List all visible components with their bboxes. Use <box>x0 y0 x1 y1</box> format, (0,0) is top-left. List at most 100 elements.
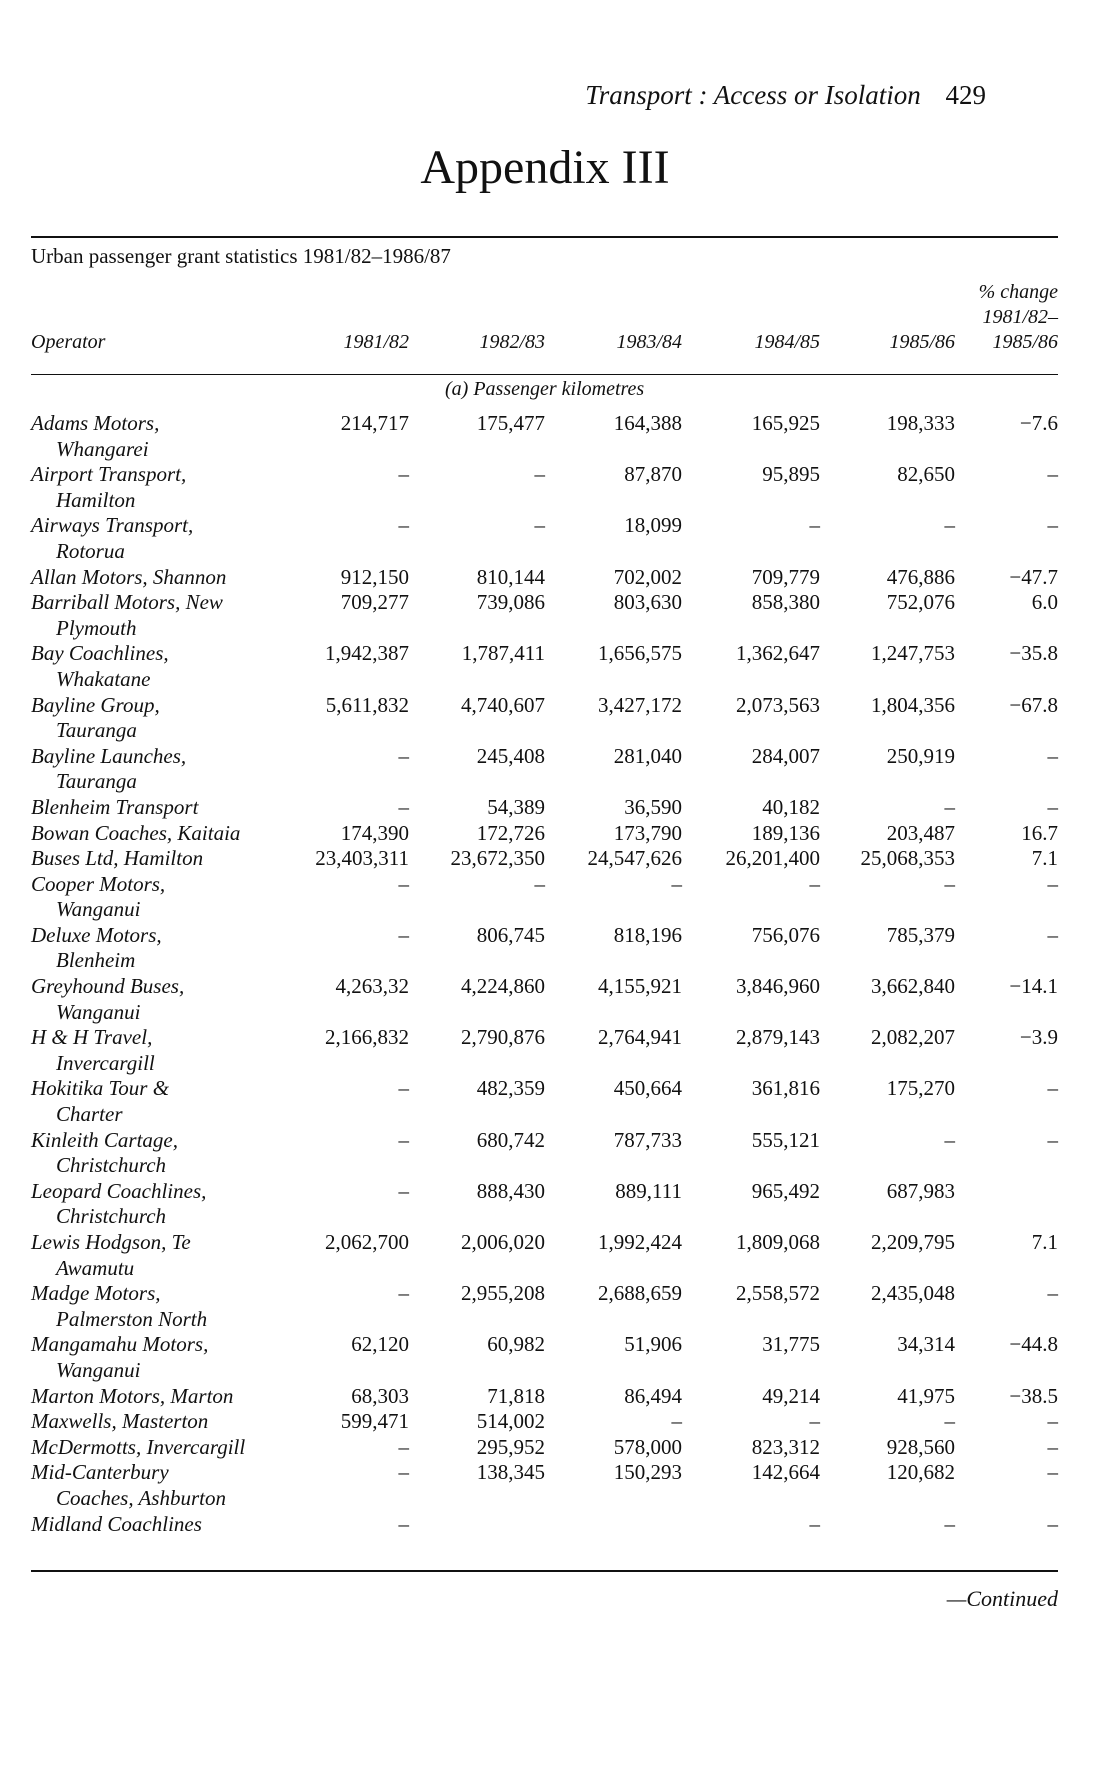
table-row: Bowan Coaches, Kaitaia 174,390 172,726 173,… <box>31 821 1058 847</box>
bottom-rule <box>31 1570 1058 1572</box>
value-cell: – <box>944 871 956 896</box>
percent-change-cell: −35.8 <box>1009 641 1058 666</box>
value-cell: 54,389 <box>487 794 545 819</box>
operator-name: Lewis Hodgson, Te Awamutu <box>31 1230 271 1281</box>
change-header-line-2: 1981/82– <box>982 306 1058 328</box>
value-cell: – <box>398 1460 410 1485</box>
operator-name-line: Allan Motors, Shannon <box>31 564 227 589</box>
value-cell: 142,664 <box>751 1460 820 1485</box>
value-cell: – <box>944 1409 956 1434</box>
value-cell: 295,952 <box>476 1434 545 1459</box>
percent-change-cell: −44.8 <box>1009 1332 1058 1357</box>
percent-change-cell: – <box>1047 871 1059 896</box>
operator-name-continuation: Whakatane <box>56 666 151 691</box>
operator-name-line: Bay Coachlines, <box>31 641 169 666</box>
value-cell: 24,547,626 <box>587 846 683 871</box>
value-cell: 578,000 <box>613 1434 682 1459</box>
table-row: Blenheim Transport – 54,389 36,590 40,182 – – <box>31 795 1058 821</box>
table-row: Mid-Canterbury Coaches, Ashburton – 138,345… <box>31 1460 1058 1511</box>
value-cell: – <box>534 513 546 538</box>
operator-name: Buses Ltd, Hamilton <box>31 846 271 872</box>
operator-name: Kinleith Cartage, Christchurch <box>31 1128 271 1179</box>
value-cell: – <box>809 513 821 538</box>
operator-name-line: Leopard Coachlines, <box>31 1178 207 1203</box>
percent-change-cell: – <box>1047 1460 1059 1485</box>
value-cell: 60,982 <box>487 1332 545 1357</box>
operator-name-line: Cooper Motors, <box>31 871 166 896</box>
operator-name-line: Blenheim Transport <box>31 794 199 819</box>
table-row: Hokitika Tour & Charter – 482,359 450,664 361… <box>31 1076 1058 1127</box>
operator-name-line: Bayline Group, <box>31 692 160 717</box>
percent-change-cell: – <box>1047 1076 1059 1101</box>
value-cell: 62,120 <box>351 1332 409 1357</box>
value-cell: 2,082,207 <box>871 1025 955 1050</box>
value-cell: 4,155,921 <box>598 974 682 999</box>
operator-name: Barriball Motors, New Plymouth <box>31 590 271 641</box>
table-row: Lewis Hodgson, Te Awamutu 2,062,700 2,006,0… <box>31 1230 1058 1281</box>
percent-change-cell: −38.5 <box>1009 1383 1058 1408</box>
value-cell: 2,790,876 <box>461 1025 545 1050</box>
operator-name-continuation: Wanganui <box>56 897 141 922</box>
value-cell: 806,745 <box>476 922 545 947</box>
operator-name: Bayline Group, Tauranga <box>31 693 271 744</box>
value-cell: 2,879,143 <box>736 1025 820 1050</box>
value-cell: 25,068,353 <box>860 846 956 871</box>
value-cell: 26,201,400 <box>725 846 821 871</box>
value-cell: 68,303 <box>351 1383 409 1408</box>
operator-name-continuation: Christchurch <box>56 1153 167 1178</box>
value-cell: 250,919 <box>886 743 955 768</box>
page-number: 429 <box>945 80 987 110</box>
operator-name-continuation: Charter <box>56 1102 123 1127</box>
value-cell: 82,650 <box>897 462 955 487</box>
percent-change-cell: 7.1 <box>1031 846 1058 871</box>
value-cell: – <box>398 1281 410 1306</box>
value-cell: – <box>534 462 546 487</box>
header-rule <box>31 374 1058 375</box>
value-cell: 555,121 <box>751 1127 820 1152</box>
value-cell: 2,209,795 <box>871 1230 955 1254</box>
operator-name-continuation: Tauranga <box>56 769 137 794</box>
percent-change-cell: 7.1 <box>1031 1230 1058 1254</box>
value-cell: 3,427,172 <box>598 692 682 717</box>
value-cell: 138,345 <box>476 1460 545 1485</box>
operator-name: Allan Motors, Shannon <box>31 565 271 591</box>
table-row: Bay Coachlines, Whakatane 1,942,387 1,787,4… <box>31 641 1058 692</box>
table-row: Leopard Coachlines, Christchurch – 888,430 8… <box>31 1179 1058 1230</box>
percent-change-cell: – <box>1047 513 1059 538</box>
percent-change-cell: −67.8 <box>1009 692 1058 717</box>
value-cell: 702,002 <box>613 564 682 589</box>
value-cell: 23,672,350 <box>450 846 546 871</box>
table-row: Midland Coachlines – – – – <box>31 1512 1058 1538</box>
value-cell: 888,430 <box>476 1178 545 1203</box>
value-cell: 51,906 <box>624 1332 682 1357</box>
percent-change-cell: −3.9 <box>1019 1025 1058 1050</box>
value-cell: 175,477 <box>476 411 545 435</box>
value-cell: 36,590 <box>624 794 682 819</box>
percent-change-cell: – <box>1047 1281 1059 1306</box>
percent-change-cell: – <box>1047 1434 1059 1459</box>
operator-name-continuation: Awamutu <box>56 1255 135 1280</box>
value-cell: 34,314 <box>897 1332 955 1357</box>
percent-change-cell: 6.0 <box>1031 590 1058 615</box>
value-cell: 1,656,575 <box>598 641 682 666</box>
operator-name: Adams Motors, Whangarei <box>31 411 271 462</box>
value-cell: 1,247,753 <box>871 641 955 666</box>
value-cell: 2,006,020 <box>461 1230 545 1254</box>
value-cell: – <box>534 871 546 896</box>
table-row: Bayline Group, Tauranga 5,611,832 4,740,607… <box>31 693 1058 744</box>
table-row: Barriball Motors, New Plymouth 709,277 739,… <box>31 590 1058 641</box>
percent-change-cell: – <box>1047 1409 1059 1434</box>
page-title: Appendix III <box>420 141 670 194</box>
column-header-operator: Operator <box>31 331 106 353</box>
operator-name-continuation: Coaches, Ashburton <box>56 1485 226 1510</box>
value-cell: 203,487 <box>886 820 955 845</box>
value-cell: 18,099 <box>624 513 682 538</box>
running-head: Transport : Access or Isolation 429 <box>585 80 986 111</box>
table-row: Adams Motors, Whangarei 214,717 175,477 164,… <box>31 411 1058 462</box>
operator-name: Mangamahu Motors, Wanganui <box>31 1332 271 1383</box>
value-cell: 71,818 <box>487 1383 545 1408</box>
percent-change-cell: 16.7 <box>1021 820 1058 845</box>
value-cell: 284,007 <box>751 743 820 768</box>
operator-name-line: H & H Travel, <box>31 1025 153 1050</box>
table-row: H & H Travel, Invercargill 2,166,832 2,790,… <box>31 1025 1058 1076</box>
